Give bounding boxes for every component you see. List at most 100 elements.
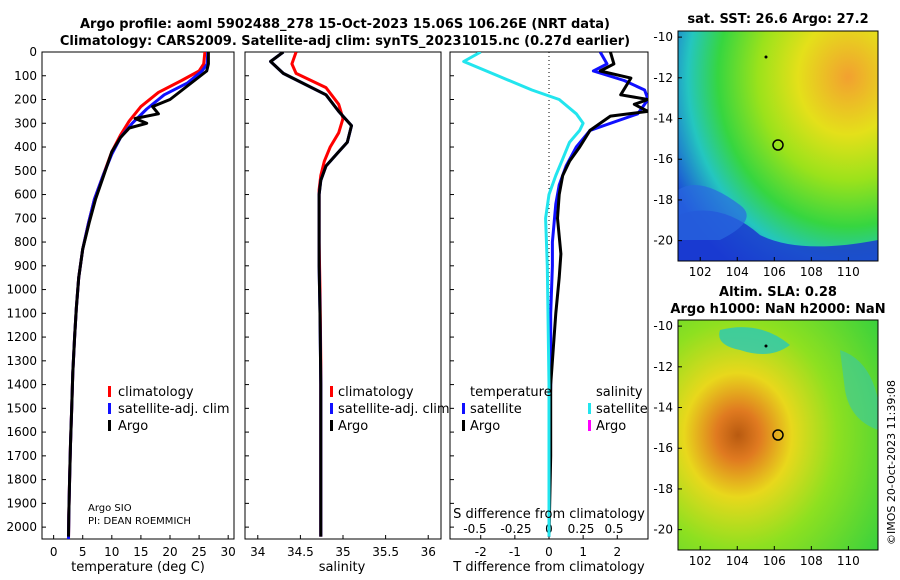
x-tick-label: 35.5	[372, 545, 399, 559]
lat-tick-label: -20	[653, 234, 673, 248]
depth-tick-label: 1100	[6, 306, 37, 320]
sla-map	[677, 319, 879, 551]
legend-swatch-satellite	[330, 403, 333, 414]
depth-tick-label: 1900	[6, 496, 37, 510]
series-group	[462, 52, 648, 537]
sla-low-patch	[719, 327, 790, 354]
sla-frame	[677, 319, 879, 551]
x-tick-label: 30	[221, 545, 236, 559]
series-line-argo	[269, 52, 353, 537]
s-tick-label: -0.25	[500, 522, 531, 536]
legend-climatology: climatology	[118, 385, 194, 400]
difference-legend: temperature satellite Argo salinity sate…	[462, 385, 648, 434]
depth-tick-label: 400	[14, 140, 37, 154]
x-tick-label: 10	[104, 545, 119, 559]
sla-low-east	[840, 350, 878, 430]
lat-tick-label: -18	[653, 482, 673, 496]
depth-tick-label: 100	[14, 69, 37, 83]
salinity-plot: 34 34.5 35 35.5 36	[250, 52, 436, 559]
land-dot	[764, 55, 768, 59]
temperature-panel	[41, 51, 235, 540]
lon-tick-label: 106	[763, 554, 786, 568]
legend-swatch-satellite	[108, 403, 111, 414]
lon-tick-label: 106	[763, 265, 786, 279]
sst-cool-water	[678, 185, 747, 240]
x-tick-label: 15	[133, 545, 148, 559]
lon-tick-label: 102	[689, 554, 712, 568]
legend-swatch-t-argo	[462, 420, 465, 431]
sla-map-title-1: Altim. SLA: 0.28	[719, 285, 837, 300]
x-tick-label: 35	[335, 545, 350, 559]
legend-satellite-adj: satellite-adj. clim	[118, 402, 230, 417]
series-group	[67, 52, 210, 539]
x-tick-label: 1	[579, 545, 587, 559]
x-tick-label: 20	[162, 545, 177, 559]
legend-swatch-argo	[108, 420, 111, 431]
depth-tick-label: 1700	[6, 449, 37, 463]
legend-swatch-climatology	[330, 386, 333, 397]
s-tick-label: -0.5	[463, 522, 486, 536]
lon-tick-label: 110	[837, 265, 860, 279]
lat-tick-label: -10	[653, 30, 673, 44]
argo-location-marker	[772, 139, 784, 151]
depth-tick-label: 0	[29, 45, 37, 59]
legend-s-argo: Argo	[596, 419, 626, 434]
legend-t-argo: Argo	[470, 419, 500, 434]
depth-tick-label: 900	[14, 259, 37, 273]
lon-tick-label: 104	[726, 265, 749, 279]
s-tick-label: 0.5	[604, 522, 623, 536]
legend-t-satellite: satellite	[470, 402, 522, 417]
series-line-argo	[67, 52, 210, 537]
temperature-plot: 0 5 10 15 20 25 30	[50, 52, 236, 559]
series-line-t-argo	[547, 52, 648, 537]
legend-swatch-s-argo	[588, 420, 591, 431]
lat-tick-label: -16	[653, 441, 673, 455]
lat-tick-label: -16	[653, 152, 673, 166]
series-line-s-satellite	[462, 52, 585, 537]
depth-tick-label: 700	[14, 211, 37, 225]
x-tick-label: 25	[191, 545, 206, 559]
sst-axes: -10 -12 -14 -16 -18 -20 102 104 106 108 110	[653, 30, 859, 279]
x-tick-label: 5	[79, 545, 87, 559]
x-tick-label: -2	[475, 545, 487, 559]
sst-frame	[677, 30, 879, 262]
lon-tick-label: 108	[800, 265, 823, 279]
sst-map-title: sat. SST: 26.6 Argo: 27.2	[687, 12, 868, 27]
depth-tick-label: 1200	[6, 330, 37, 344]
depth-tick-label: 600	[14, 188, 37, 202]
depth-tick-label: 500	[14, 164, 37, 178]
x-tick-label: 0	[545, 545, 553, 559]
depth-tick-label: 2000	[6, 520, 37, 534]
lat-tick-label: -12	[653, 360, 673, 374]
legend-satellite-adj: satellite-adj. clim	[338, 402, 450, 417]
legend-temperature-title: temperature	[470, 385, 552, 400]
imos-timestamp: ©IMOS 20-Oct-2023 11:39:08	[885, 380, 898, 545]
series-line-satellite-adj-clim	[269, 52, 353, 537]
x-tick-label: 2	[613, 545, 621, 559]
legend-s-satellite: satellite	[596, 402, 648, 417]
title-line-2: Climatology: CARS2009. Satellite-adj cli…	[60, 34, 630, 49]
depth-tick-label: 1000	[6, 283, 37, 297]
temperature-xlabel: temperature (deg C)	[71, 560, 205, 575]
lon-tick-label: 104	[726, 554, 749, 568]
sla-axes: -10 -12 -14 -16 -18 -20 102 104 106 108 110	[653, 319, 859, 568]
x-tick-label: 34	[250, 545, 265, 559]
title-line-1: Argo profile: aoml 5902488_278 15-Oct-20…	[80, 17, 610, 32]
series-group	[269, 52, 353, 537]
lat-tick-label: -12	[653, 71, 673, 85]
salinity-panel	[244, 51, 442, 540]
x-tick-label: 0	[50, 545, 58, 559]
legend-swatch-climatology	[108, 386, 111, 397]
depth-tick-label: 1600	[6, 425, 37, 439]
lon-tick-label: 108	[800, 554, 823, 568]
argo-location-marker	[772, 429, 784, 441]
lat-tick-label: -20	[653, 523, 673, 537]
depth-tick-label: 200	[14, 93, 37, 107]
series-line-climatology	[290, 52, 345, 537]
legend-argo: Argo	[118, 419, 148, 434]
depth-tick-label: 1800	[6, 473, 37, 487]
salinity-xlabel: salinity	[319, 560, 366, 575]
lon-tick-label: 110	[837, 554, 860, 568]
lat-tick-label: -14	[653, 112, 673, 126]
